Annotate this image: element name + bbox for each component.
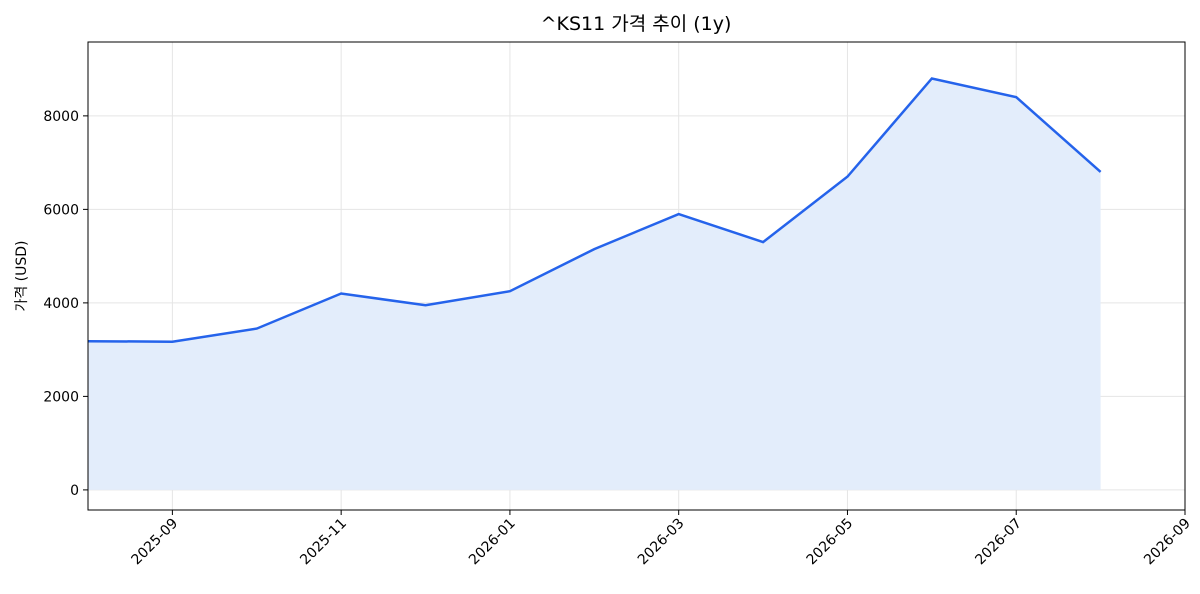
area bbox=[88, 78, 1101, 490]
x-tick-label: 2025-11 bbox=[297, 516, 350, 569]
x-tick-label: 2025-09 bbox=[129, 516, 182, 569]
x-tick-label: 2026-07 bbox=[972, 516, 1025, 569]
y-tick-label: 0 bbox=[70, 483, 79, 499]
plot-frame bbox=[87, 41, 1186, 511]
y-tick-label: 4000 bbox=[43, 296, 79, 312]
x-tick-label: 2026-09 bbox=[1141, 516, 1194, 569]
y-tick-label: 6000 bbox=[43, 202, 79, 218]
x-tick-label: 2026-01 bbox=[466, 516, 519, 569]
x-tick-label: 2026-05 bbox=[804, 516, 857, 569]
y-axis-label: 가격 (USD) bbox=[14, 240, 30, 311]
x-tick-label: 2026-03 bbox=[635, 516, 688, 569]
y-tick-label: 2000 bbox=[43, 389, 79, 405]
line bbox=[87, 77, 1102, 343]
chart-title: ^KS11 가격 추이 (1y) bbox=[541, 13, 732, 35]
y-tick-label: 8000 bbox=[43, 109, 79, 125]
